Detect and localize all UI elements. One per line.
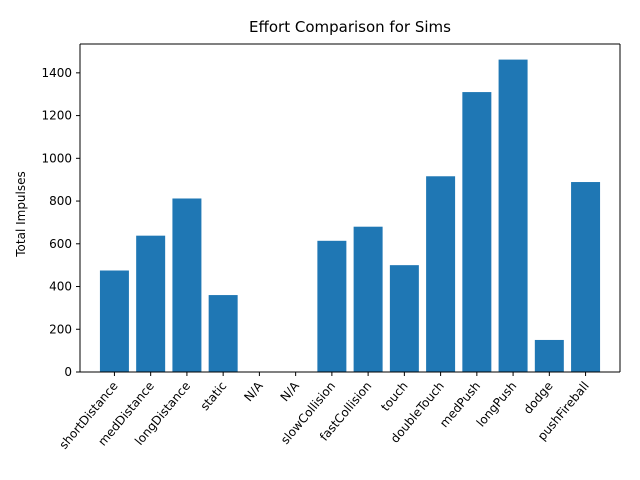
bar-9 [426, 176, 456, 372]
bar-6 [317, 240, 347, 372]
y-tick-label-5: 1000 [41, 151, 72, 165]
bar-0 [99, 270, 129, 372]
bar-12 [534, 339, 564, 372]
y-tick-label-6: 1200 [41, 109, 72, 123]
y-tick-label-7: 1400 [41, 66, 72, 80]
y-axis-label: Total Impulses [14, 171, 28, 258]
x-tick-label-4: N/A [241, 378, 266, 404]
y-tick-label-4: 800 [49, 194, 72, 208]
bar-10 [462, 92, 492, 372]
y-ticks-group: 0 200 400 600 800 1000 1200 1400 [41, 66, 80, 379]
x-tick-label-12: dodge [521, 379, 556, 417]
y-tick-label-0: 0 [64, 365, 72, 379]
axes-frame [79, 43, 621, 373]
bar-8 [389, 265, 419, 372]
bar-3 [208, 295, 238, 372]
y-tick-label-3: 600 [49, 237, 72, 251]
x-tick-label-3: static [198, 379, 230, 413]
x-tick-label-5: N/A [278, 378, 303, 404]
bar-11 [498, 59, 528, 372]
bar-2 [172, 198, 202, 372]
bars-group [99, 59, 601, 372]
bar-1 [136, 235, 166, 372]
bar-7 [353, 226, 383, 372]
bar-13 [571, 182, 601, 372]
y-tick-label-1: 200 [49, 322, 72, 336]
x-tick-label-8: touch [378, 379, 410, 414]
y-tick-label-2: 400 [49, 280, 72, 294]
chart-title: Effort Comparison for Sims [249, 18, 451, 36]
